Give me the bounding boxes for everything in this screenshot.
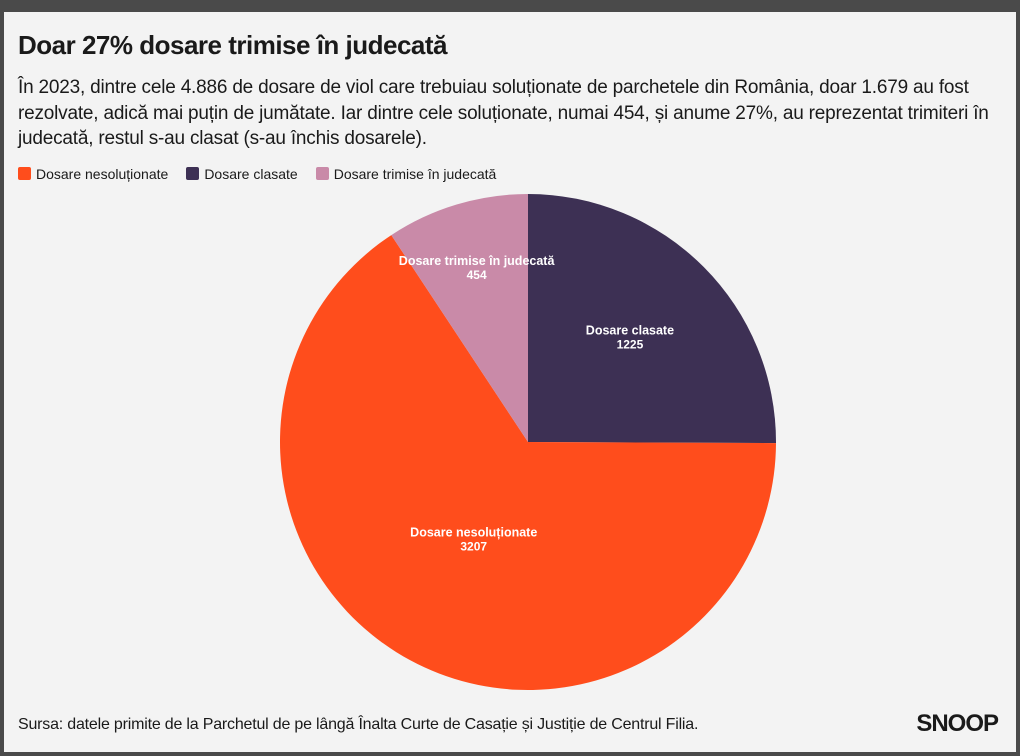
- legend-label: Dosare nesoluționate: [36, 166, 168, 182]
- legend-swatch: [18, 167, 31, 180]
- chart-panel: Doar 27% dosare trimise în judecată În 2…: [4, 12, 1016, 752]
- legend-item: Dosare trimise în judecată: [316, 166, 497, 182]
- pie-svg: Dosare clasate1225 Dosare nesoluționate32…: [18, 192, 1002, 692]
- top-bar: [0, 0, 1020, 12]
- slice-value: 3207: [460, 539, 487, 553]
- pie-chart: Dosare clasate1225 Dosare nesoluționate32…: [18, 192, 1002, 692]
- slice-label: Dosare nesoluționate: [410, 525, 537, 539]
- chart-description: În 2023, dintre cele 4.886 de dosare de …: [18, 75, 1002, 152]
- slice-label: Dosare clasate: [586, 323, 674, 337]
- chart-title: Doar 27% dosare trimise în judecată: [18, 30, 1002, 61]
- legend-swatch: [316, 167, 329, 180]
- slice-label: Dosare trimise în judecată: [399, 254, 556, 268]
- slice-value: 454: [467, 268, 487, 282]
- legend-item: Dosare clasate: [186, 166, 297, 182]
- slice-value: 1225: [617, 337, 644, 351]
- pie-slice: [528, 194, 776, 443]
- legend-label: Dosare clasate: [204, 166, 297, 182]
- legend-item: Dosare nesoluționate: [18, 166, 168, 182]
- legend-label: Dosare trimise în judecată: [334, 166, 497, 182]
- source-text: Sursa: datele primite de la Parchetul de…: [18, 716, 698, 734]
- brand-logo: SNOOP: [916, 710, 998, 738]
- legend-swatch: [186, 167, 199, 180]
- legend: Dosare nesoluționate Dosare clasate Dosa…: [18, 166, 1002, 182]
